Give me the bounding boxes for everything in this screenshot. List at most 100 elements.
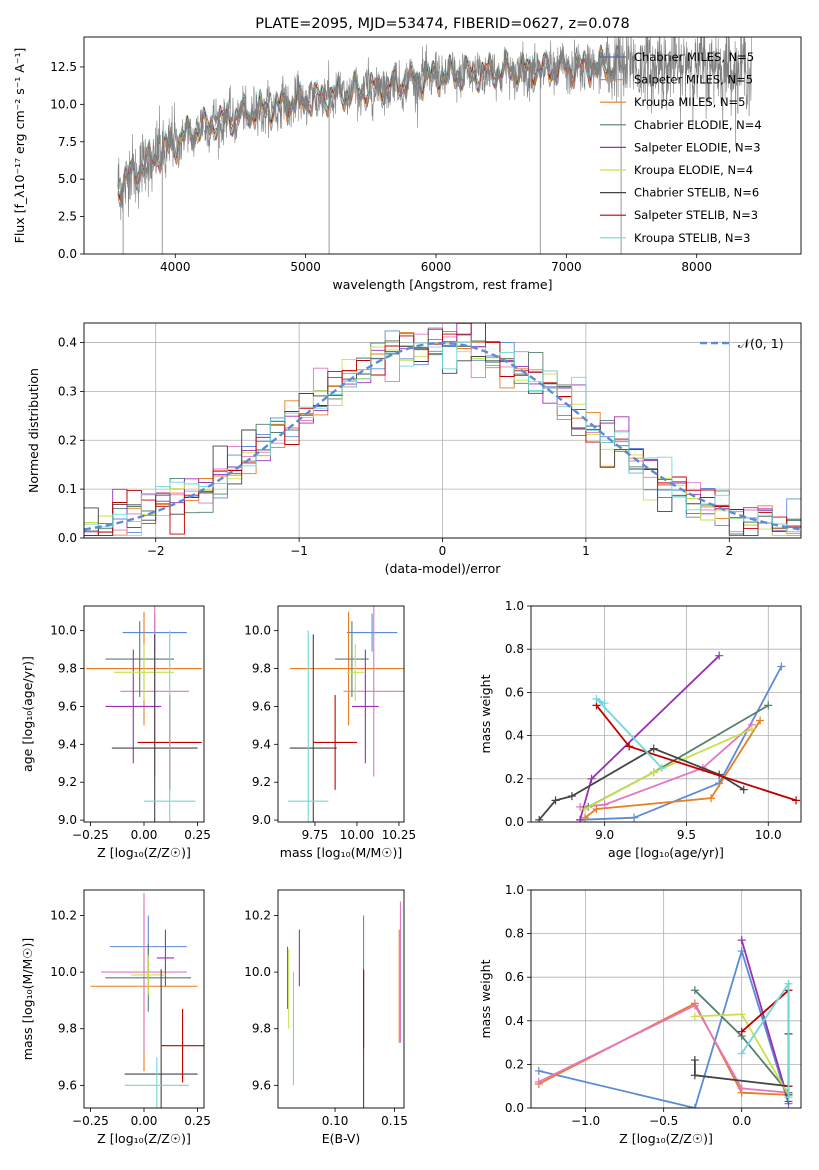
weight-line xyxy=(538,947,790,1108)
panel-residuals: −2 −1 0 1 2 0.0 0.1 0.2 0.3 0.4 (data-model)/error… xyxy=(26,322,802,576)
weight-line xyxy=(584,720,761,819)
weight-marker xyxy=(649,744,658,753)
y-tick-label: 0.2 xyxy=(58,433,77,447)
y-tick-label: 0.2 xyxy=(505,1057,524,1071)
y-tick-label: 0.0 xyxy=(505,815,524,829)
weight-series xyxy=(592,694,666,772)
weight-series xyxy=(737,986,793,1091)
plot-area-weight-vs-Z xyxy=(534,936,793,1108)
y-axis-label: mass weight xyxy=(478,959,493,1038)
y-axis-label: mass weight xyxy=(478,674,493,753)
y-tick-label: 10.2 xyxy=(244,908,271,922)
errorbar xyxy=(289,634,337,822)
x-tick-label: 10.00 xyxy=(340,828,374,842)
weight-marker xyxy=(581,813,589,822)
y-tick-label: 0.1 xyxy=(58,482,77,496)
panel-weight-vs-Z: −1.0 −0.5 0.0 0.0 0.2 0.4 0.6 0.8 1.0 Z [log₁₀(Z/… xyxy=(478,883,802,1146)
axes-frame xyxy=(530,889,802,1109)
y-tick-label: 9.8 xyxy=(252,1022,271,1036)
x-tick-label: 9.5 xyxy=(677,828,696,842)
legend-label: Salpeter ELODIE, N=3 xyxy=(634,140,761,154)
residual-histogram xyxy=(84,341,801,533)
plot-area-residuals xyxy=(84,323,801,537)
y-tick-label: 10.0 xyxy=(50,965,77,979)
y-tick-label: 0.0 xyxy=(58,247,77,261)
legend-label: Kroupa STELIB, N=3 xyxy=(634,231,751,245)
x-tick-label: −1.0 xyxy=(571,1114,600,1128)
y-tick-label: 9.8 xyxy=(252,662,271,676)
model-line xyxy=(117,53,622,201)
weight-series xyxy=(737,979,793,1102)
x-tick-label: 0.25 xyxy=(184,1114,211,1128)
y-tick-label: 7.5 xyxy=(58,135,77,149)
model-line xyxy=(117,52,622,207)
y-axis-label: mass [log₁₀(M/M☉)] xyxy=(20,938,35,1060)
legend-item: Salpeter ELODIE, N=3 xyxy=(600,140,761,154)
axes-frame xyxy=(277,605,405,823)
x-axis-label: age [log₁₀(age/yr)] xyxy=(608,845,724,860)
data-spectrum-line xyxy=(117,37,752,221)
errorbar xyxy=(101,892,187,1052)
x-tick-label: 1 xyxy=(582,544,590,558)
y-tick-label: 9.2 xyxy=(252,775,271,789)
legend: 𝒩(0, 1) xyxy=(700,336,784,351)
weight-marker xyxy=(784,1093,793,1102)
y-tick-label: 0.3 xyxy=(58,384,77,398)
y-tick-label: 9.6 xyxy=(58,699,77,713)
weight-marker xyxy=(690,1012,699,1021)
y-tick-label: 12.5 xyxy=(50,60,77,74)
plot-area-mass-vs-ebv xyxy=(286,901,401,1108)
weight-marker xyxy=(592,805,601,814)
weight-marker xyxy=(690,1001,699,1010)
x-axis-label: E(B-V) xyxy=(322,1131,361,1146)
weight-marker xyxy=(567,792,576,801)
weight-marker xyxy=(600,699,609,708)
legend-item: Chabrier ELODIE, N=4 xyxy=(600,118,762,132)
weight-marker xyxy=(534,1077,543,1086)
x-axis-label: mass [log₁₀(M/M☉)] xyxy=(280,845,402,860)
errorbar xyxy=(105,649,162,764)
residual-histogram xyxy=(84,323,801,537)
errorbar xyxy=(111,634,198,822)
legend-label: Chabrier MILES, N=5 xyxy=(634,50,754,64)
x-tick-label: 10.0 xyxy=(755,828,782,842)
x-tick-label: −2 xyxy=(147,544,165,558)
weight-line xyxy=(741,988,790,1087)
weight-marker xyxy=(784,979,793,988)
errorbar xyxy=(335,621,369,697)
errorbar xyxy=(144,630,196,822)
x-axis-label: Z [log₁₀(Z/Z☉)] xyxy=(97,1131,191,1146)
weight-series xyxy=(576,651,724,822)
x-axis-label: Z [log₁₀(Z/Z☉)] xyxy=(97,845,191,860)
errorbar xyxy=(124,969,198,1108)
y-tick-label: 9.0 xyxy=(58,813,77,827)
x-tick-label: 0.00 xyxy=(131,828,158,842)
weight-marker xyxy=(630,813,639,822)
errorbar xyxy=(288,630,329,822)
axes-frame xyxy=(83,36,802,255)
weight-marker xyxy=(777,662,786,671)
weight-line xyxy=(580,666,783,821)
weight-marker xyxy=(600,800,609,809)
weight-line xyxy=(595,698,663,769)
model-line xyxy=(117,52,622,206)
weight-marker xyxy=(534,1066,543,1075)
x-tick-label: 10.25 xyxy=(382,828,416,842)
weight-marker xyxy=(747,725,756,734)
panel-weight-vs-age: 9.0 9.5 10.0 0.0 0.2 0.4 0.6 0.8 1.0 age [log₁₀(a… xyxy=(478,599,802,860)
errorbar xyxy=(313,695,357,790)
errorbar xyxy=(105,621,174,697)
panel-mass-vs-ebv: 0.10 0.15 9.6 9.8 10.0 10.2 E(B-V) xyxy=(244,889,408,1146)
weight-marker xyxy=(737,936,746,945)
legend-label: 𝒩(0, 1) xyxy=(738,336,784,351)
x-tick-label: 0.10 xyxy=(322,1114,349,1128)
y-tick-label: 10.2 xyxy=(50,908,77,922)
x-tick-label: 0.0 xyxy=(732,1114,751,1128)
x-tick-label: 0.15 xyxy=(381,1114,408,1128)
errorbar xyxy=(131,955,166,995)
errorbar xyxy=(114,643,174,701)
panel-spectrum: 4000 5000 6000 7000 8000 0.0 2.5 5.0 7.5 10.0 12.5… xyxy=(12,16,802,292)
weight-marker xyxy=(690,1056,699,1065)
y-tick-label: 1.0 xyxy=(505,883,524,897)
x-tick-label: −0.25 xyxy=(72,1114,109,1128)
